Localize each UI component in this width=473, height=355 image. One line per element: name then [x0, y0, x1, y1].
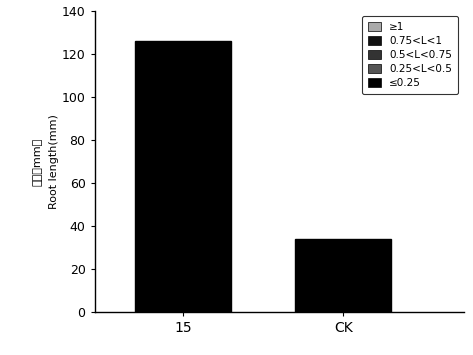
- Bar: [135, 41, 231, 312]
- Legend: ≥1, 0.75<L<1, 0.5<L<0.75, 0.25<L<0.5, ≤0.25: ≥1, 0.75<L<1, 0.5<L<0.75, 0.25<L<0.5, ≤0…: [362, 16, 458, 94]
- Bar: [295, 239, 391, 312]
- Y-axis label: 根长（mm）
Root length(mm): 根长（mm） Root length(mm): [33, 114, 59, 209]
